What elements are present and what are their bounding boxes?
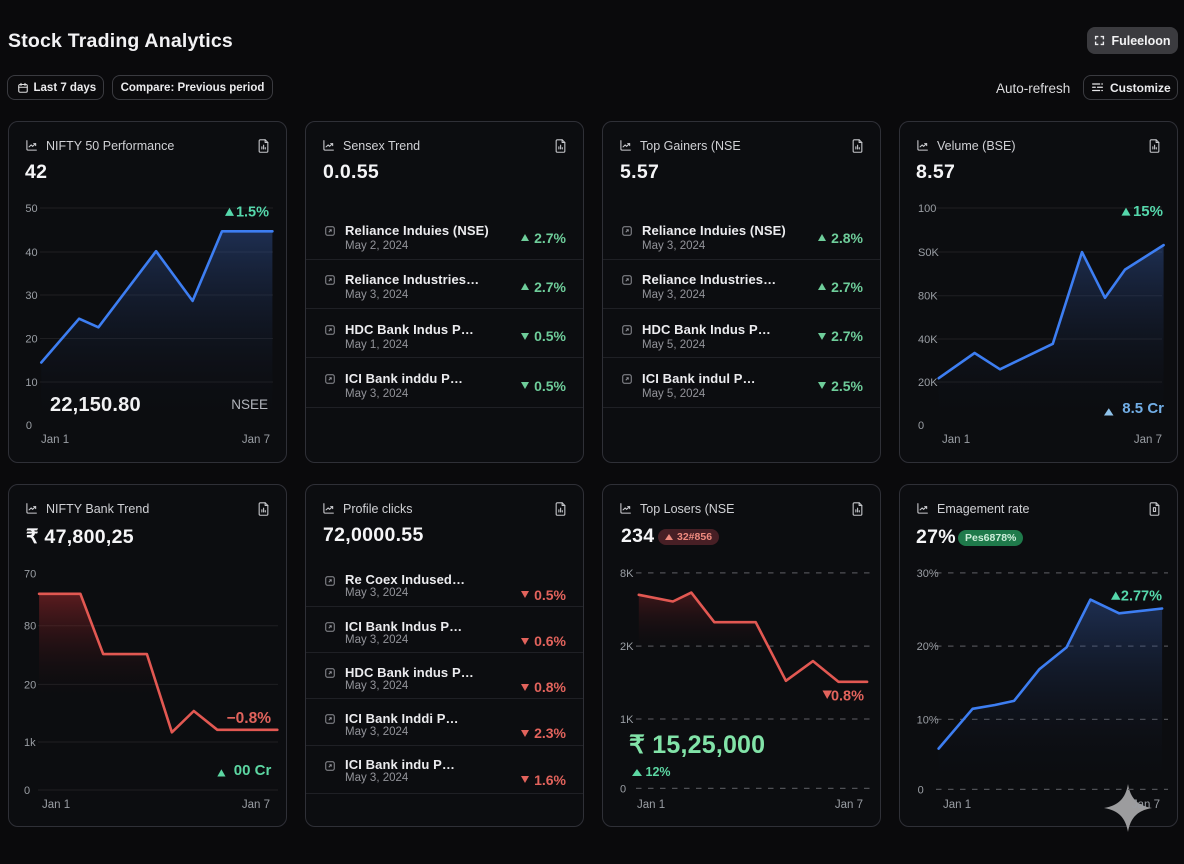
svg-text:2.77%: 2.77%: [1121, 589, 1162, 605]
svg-text:0: 0: [918, 420, 924, 432]
svg-text:10%: 10%: [917, 714, 939, 726]
svg-text:1K: 1K: [620, 714, 634, 726]
svg-text:80: 80: [24, 621, 36, 633]
svg-text:40K: 40K: [918, 334, 938, 346]
svg-text:20: 20: [25, 334, 37, 346]
svg-text:30: 30: [25, 290, 37, 302]
svg-text:100: 100: [918, 203, 936, 215]
svg-text:20: 20: [24, 679, 36, 691]
svg-text:15%: 15%: [1133, 203, 1163, 220]
svg-text:30%: 30%: [917, 568, 939, 580]
svg-text:1.5%: 1.5%: [236, 204, 269, 220]
svg-text:0.8%: 0.8%: [831, 689, 864, 705]
svg-text:20K: 20K: [918, 377, 938, 389]
svg-text:S0K: S0K: [918, 247, 939, 259]
svg-text:0: 0: [26, 420, 32, 432]
svg-text:2K: 2K: [620, 641, 634, 653]
svg-text:10: 10: [25, 377, 37, 389]
svg-text:8K: 8K: [620, 568, 634, 580]
svg-text:0: 0: [24, 785, 30, 797]
svg-text:00 Cr: 00 Cr: [234, 762, 272, 779]
svg-text:8.5 Cr: 8.5 Cr: [1122, 400, 1164, 417]
svg-text:0: 0: [620, 783, 626, 795]
svg-text:70: 70: [24, 569, 36, 581]
svg-text:50: 50: [25, 203, 37, 215]
svg-text:40: 40: [25, 247, 37, 259]
svg-text:0: 0: [918, 784, 924, 796]
svg-text:1k: 1k: [24, 737, 36, 749]
svg-text:80K: 80K: [918, 291, 938, 303]
svg-text:20%: 20%: [917, 641, 939, 653]
svg-text:−0.8%: −0.8%: [227, 710, 272, 727]
